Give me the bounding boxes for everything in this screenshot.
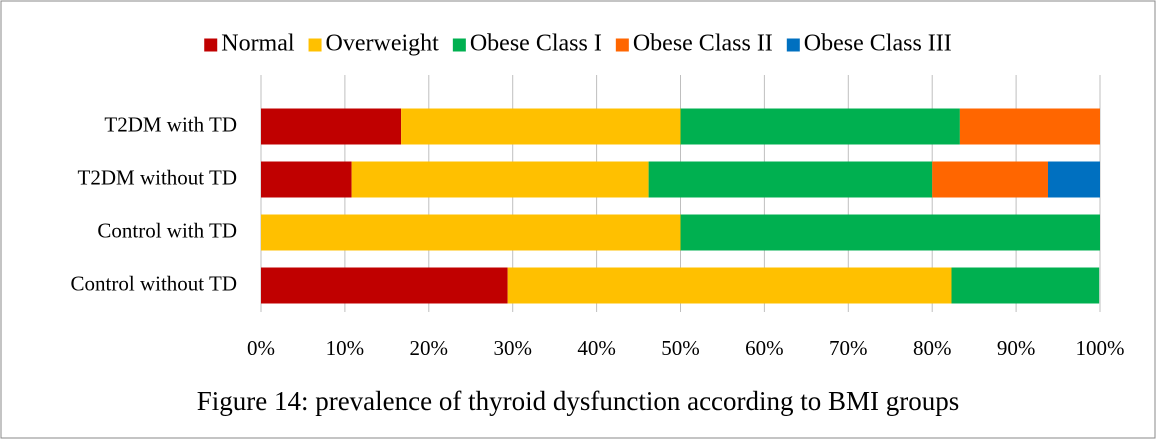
bar-segment [959,108,1100,145]
bar-segment [1047,161,1100,198]
x-tick-label: 10% [326,336,365,360]
legend-label: Normal [221,31,295,57]
bar-segment [261,161,352,198]
x-tick-label: 100% [1076,336,1125,360]
legend-swatch [204,38,218,52]
x-tick-label: 0% [247,336,275,360]
legend-swatch [452,38,466,52]
legend-swatch [308,38,322,52]
legend-label: Obese Class I [470,31,602,57]
x-tick-label: 80% [913,336,952,360]
bar-segment [261,267,508,304]
y-tick-label: T2DM without TD [78,165,237,189]
x-tick-label: 20% [410,336,449,360]
bar-segment [401,108,681,145]
bar-segment [680,214,1100,251]
x-tick-label: 90% [997,336,1036,360]
x-tick-label: 40% [577,336,616,360]
bar-segment [261,108,402,145]
caption: Figure 14: prevalence of thyroid dysfunc… [197,386,960,416]
x-tick-label: 50% [661,336,700,360]
bar-segment [680,108,960,145]
bar-segment [951,267,1100,304]
legend-label: Obese Class III [804,31,952,57]
legend-swatch [786,38,800,52]
bar-segment [932,161,1048,198]
y-tick-label: Control with TD [97,218,237,242]
legend-label: Overweight [326,31,440,57]
bar-segment [351,161,649,198]
y-tick-label: Control without TD [71,271,237,295]
x-tick-label: 70% [829,336,868,360]
y-tick-label: T2DM with TD [104,112,237,136]
x-tick-label: 60% [745,336,784,360]
bar-segment [261,214,681,251]
bar-segment [507,267,952,304]
bar-segment [648,161,933,198]
legend-label: Obese Class II [633,31,773,57]
legend-swatch [615,38,629,52]
x-tick-label: 30% [493,336,532,360]
